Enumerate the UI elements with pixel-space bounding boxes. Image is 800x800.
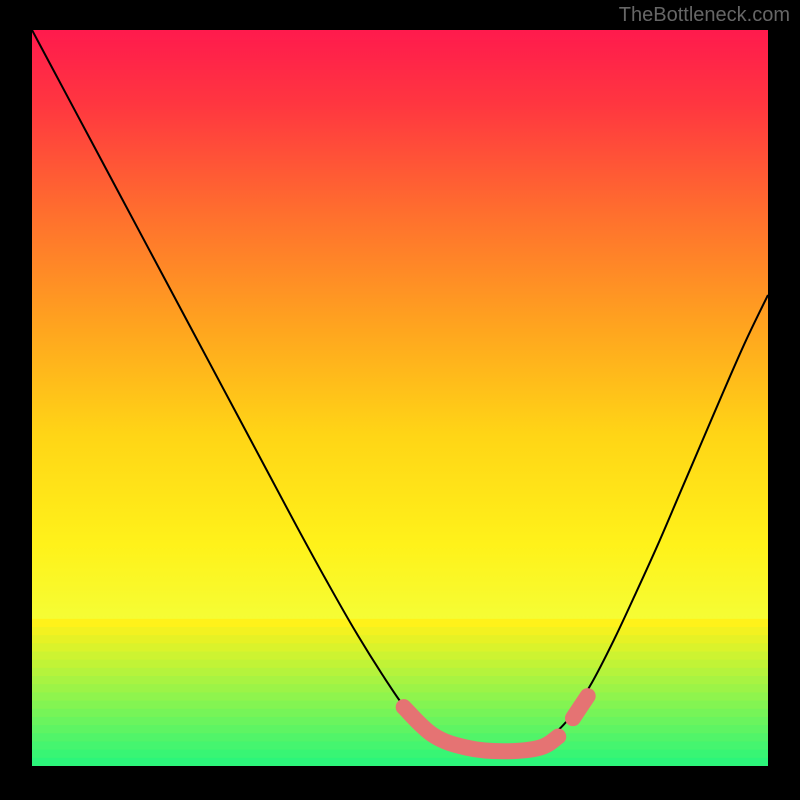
bottom-stripes [32,619,768,766]
plot-area [32,30,768,766]
bottleneck-chart-svg [32,30,768,766]
chart-container: { "source_label": "TheBottleneck.com", "… [0,0,800,800]
source-label: TheBottleneck.com [619,4,790,27]
